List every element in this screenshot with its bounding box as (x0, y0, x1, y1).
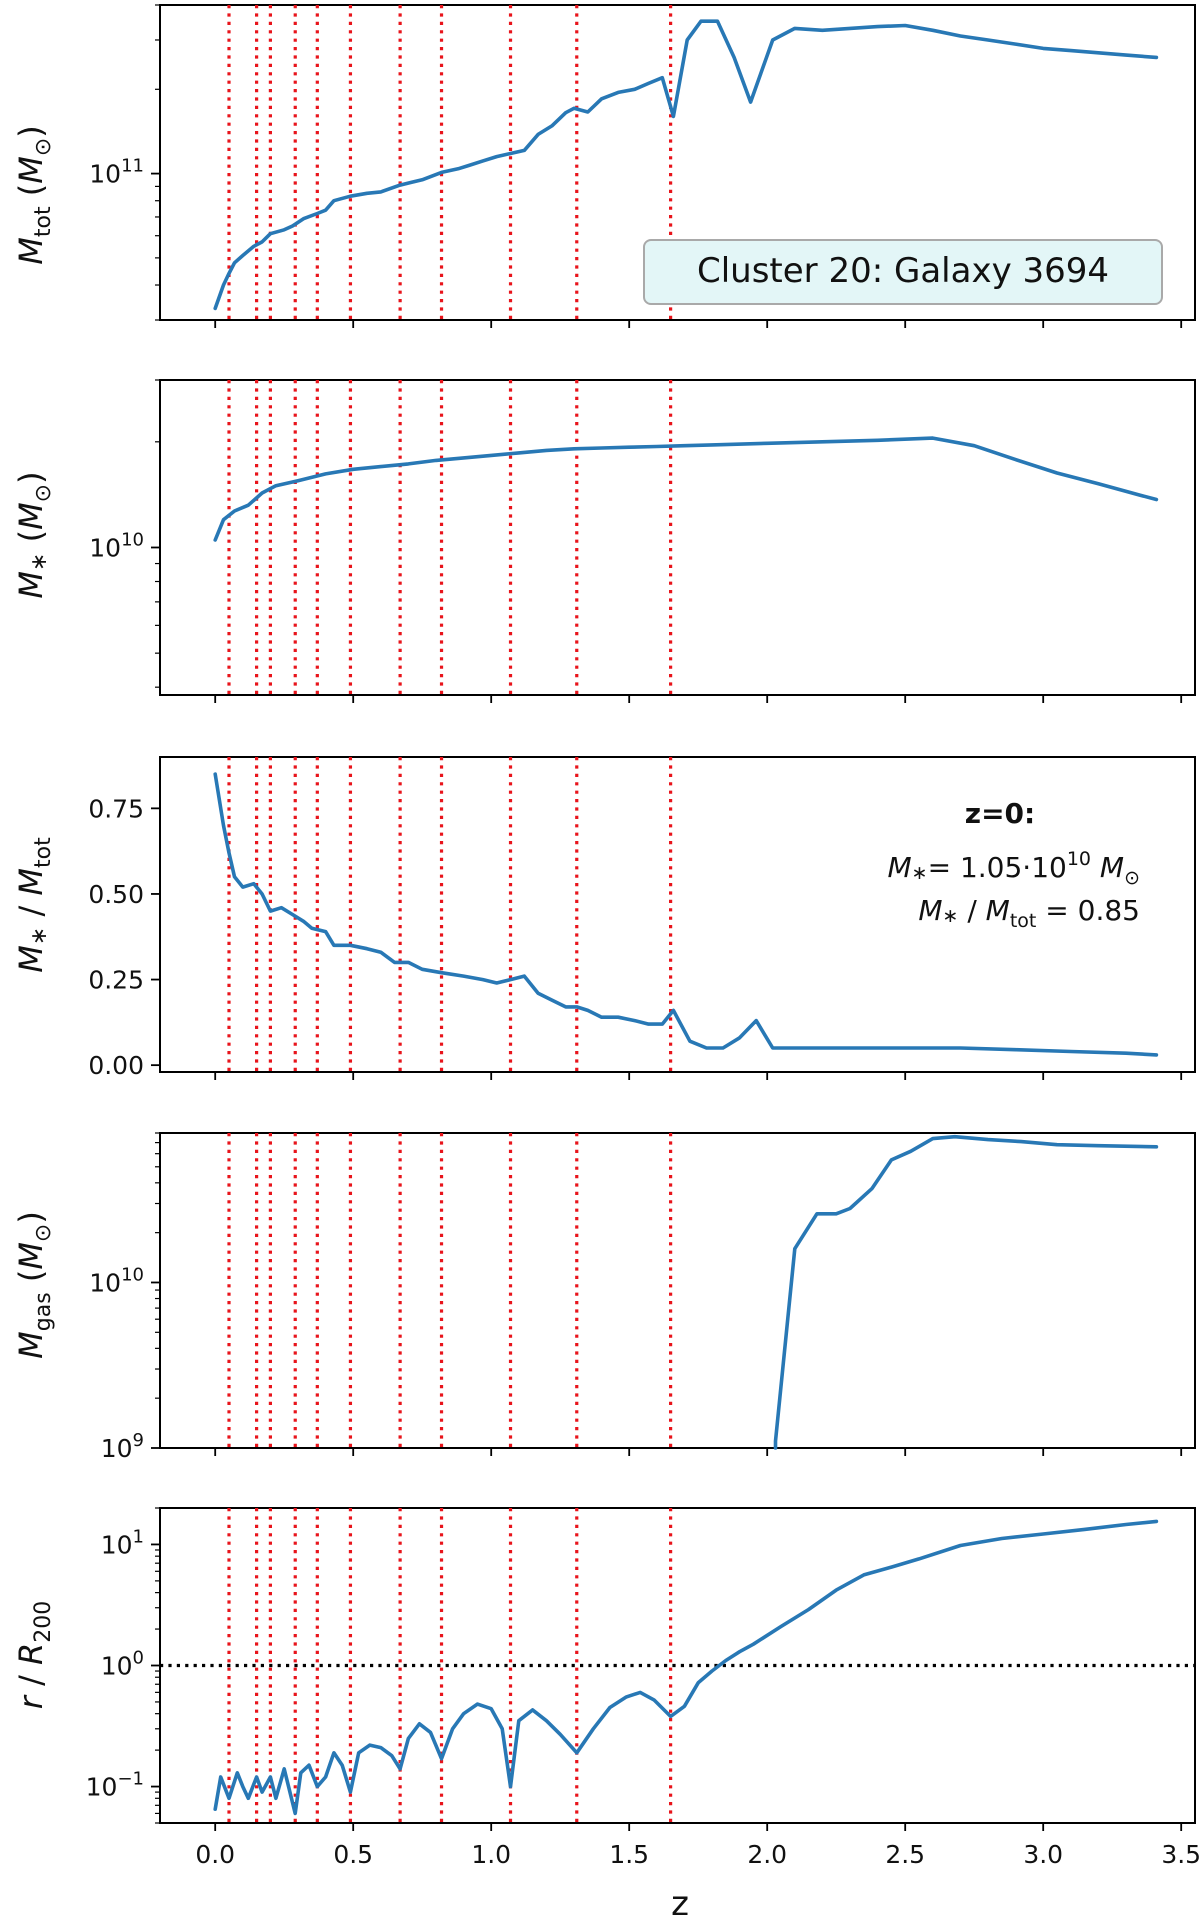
y-tick-label: 109 (101, 1430, 144, 1463)
svg-text:M∗ (M⊙): M∗ (M⊙) (12, 471, 56, 598)
x-tick-label: 3.5 (1161, 1840, 1200, 1869)
ratio-series-line (213, 772, 1159, 1057)
mstar-frame (159, 379, 1196, 696)
legend-box (643, 239, 1163, 305)
annotation-mass-ratio: M∗ / Mtot = 0.85 (918, 894, 1140, 932)
x-tick-label: 0.0 (195, 1840, 235, 1869)
y-tick-label: 0.00 (88, 1051, 144, 1080)
y-tick-label: 1010 (89, 529, 144, 562)
y-tick-label: 100 (101, 1648, 144, 1681)
legend: Cluster 20: Galaxy 3694 (643, 239, 1163, 305)
radius-frame (159, 1507, 1196, 1824)
x-tick-label: 0.5 (333, 1840, 373, 1869)
svg-text:M∗ / Mtot: M∗ / Mtot (12, 837, 56, 973)
y-tick-label: 0.75 (88, 794, 144, 823)
mgas-panel: 109 1010 (89, 1132, 1196, 1463)
ratio-ylabel: M∗ / Mtot (12, 837, 56, 973)
mgas-ylabel: Mgas (M⊙) (12, 1211, 56, 1359)
plots-layer: 1011 1010 0.00 0.25 0.50 0.75 109 1010 0.0 0.5 1.0… (86, 4, 1200, 1869)
mstar-series-line (213, 436, 1159, 542)
annotation-title: z=0: (965, 797, 1035, 830)
ratio-frame (159, 756, 1196, 1073)
x-tick-label: 1.5 (609, 1840, 649, 1869)
y-tick-label: 0.50 (88, 880, 144, 909)
mgas-frame (159, 1132, 1196, 1449)
radius-panel: 0.0 0.5 1.0 1.5 2.0 2.5 3.0 3.5 10−1 100 101 (86, 1507, 1200, 1869)
svg-text:Mgas (M⊙): Mgas (M⊙) (12, 1211, 56, 1359)
radius-ylabel: r / R200 (12, 1601, 56, 1710)
annotation-stellar-mass: M∗= 1.05·1010 M⊙ (888, 848, 1141, 889)
ratio-panel: 0.00 0.25 0.50 0.75 (88, 756, 1196, 1080)
x-axis-label: z (671, 1884, 689, 1924)
mgas-series-line (773, 1134, 1159, 1450)
legend-text: Cluster 20: Galaxy 3694 (697, 251, 1109, 291)
y-tick-label: 1010 (89, 1264, 144, 1297)
mtot-frame (159, 4, 1196, 321)
x-tick-label: 2.0 (747, 1840, 787, 1869)
x-tick-label: 1.0 (471, 1840, 511, 1869)
y-tick-label: 10−1 (86, 1769, 144, 1802)
x-tick-label: 3.0 (1023, 1840, 1063, 1869)
mtot-ylabel: Mtot (M⊙) (12, 125, 56, 265)
svg-text:r / R200: r / R200 (12, 1601, 56, 1710)
y-tick-label: 0.25 (88, 966, 144, 995)
radius-series-line (213, 1519, 1159, 1816)
mstar-panel: 1010 (89, 379, 1196, 703)
mstar-ylabel: M∗ (M⊙) (12, 471, 56, 598)
mtot-panel: 1011 (89, 4, 1196, 328)
svg-text:Mtot (M⊙): Mtot (M⊙) (12, 125, 56, 265)
y-tick-label: 1011 (89, 156, 144, 189)
mtot-series-line (213, 19, 1159, 311)
y-tick-label: 101 (101, 1526, 144, 1559)
x-tick-label: 2.5 (885, 1840, 925, 1869)
z0-annotation: z=0: M∗= 1.05·1010 M⊙ M∗ / Mtot = 0.85 (888, 797, 1141, 932)
